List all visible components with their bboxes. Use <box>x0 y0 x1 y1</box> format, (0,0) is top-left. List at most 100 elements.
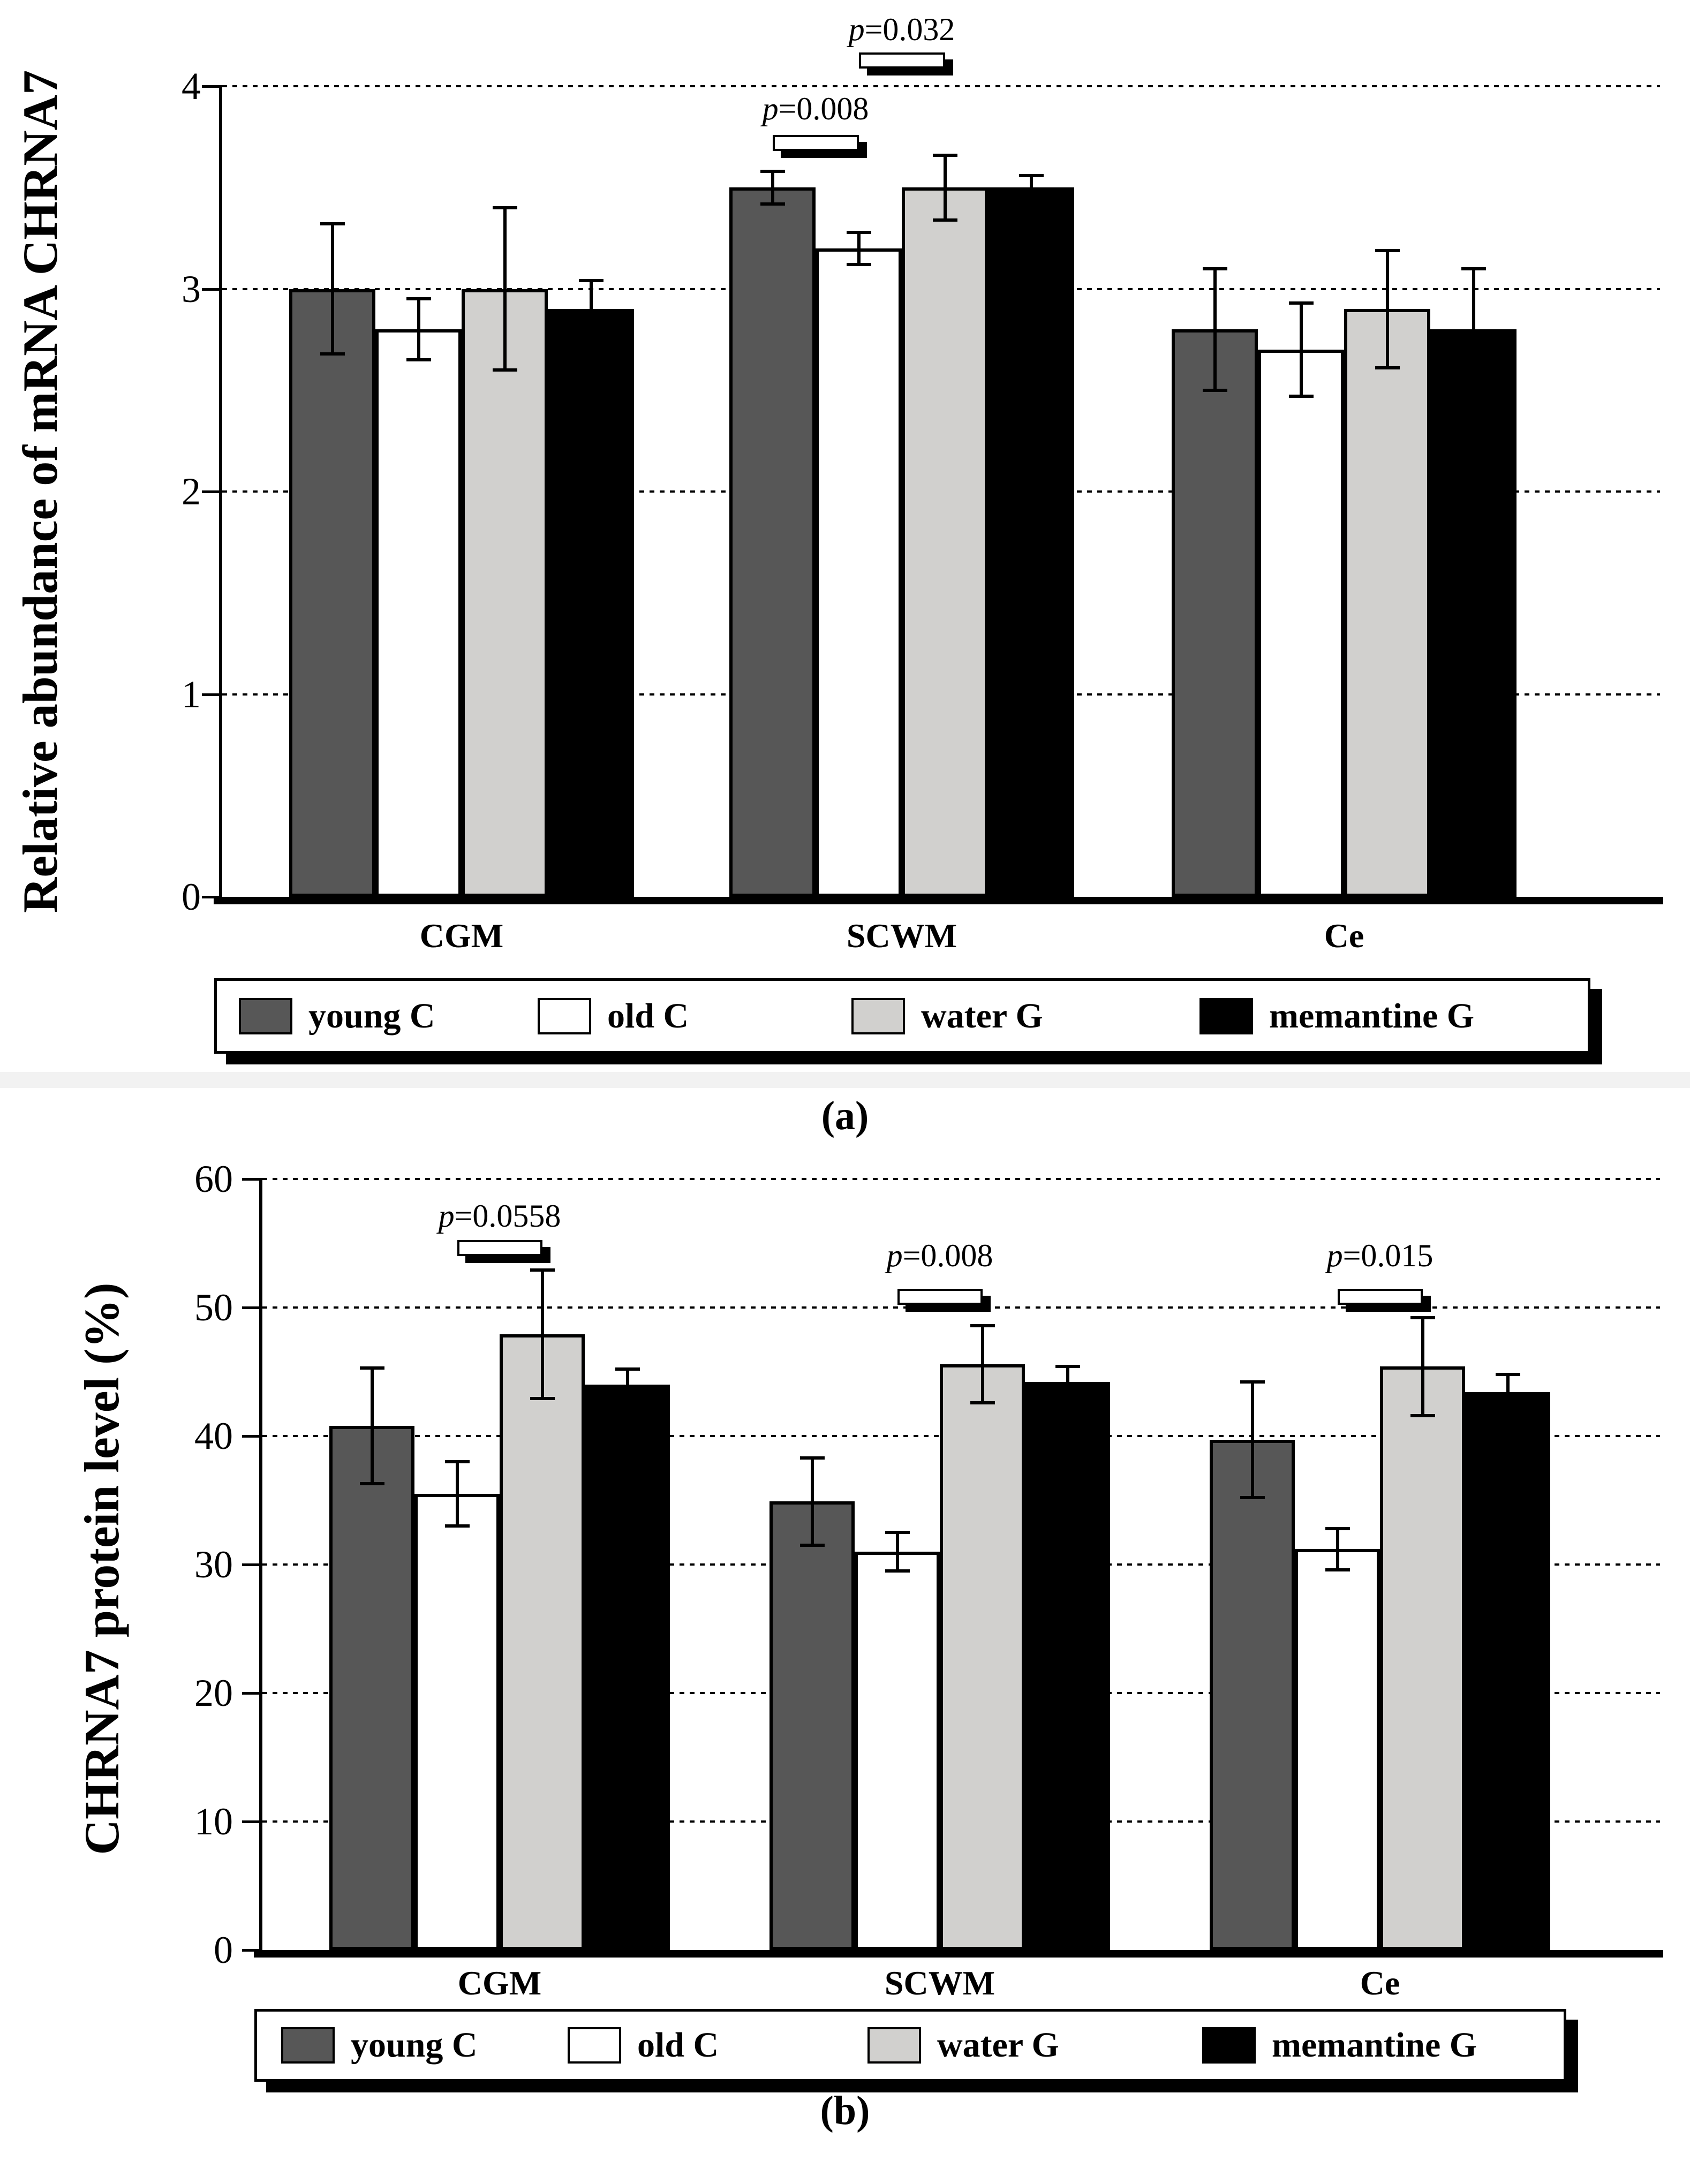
error-bar-memantine-g-cgm <box>625 1369 629 1400</box>
y-tick-label-40: 40 <box>194 1415 233 1457</box>
error-cap-top-memantine-g-cgm <box>578 279 603 283</box>
error-cap-bottom-young-c-scwm <box>760 202 785 206</box>
panel-separator <box>0 1072 1690 1088</box>
y-tick-0 <box>242 1949 262 1952</box>
bar-water-g-ce <box>1380 1366 1465 1950</box>
p-annotation-bracket-p-0-008 <box>897 1289 983 1305</box>
error-cap-bottom-old-c-scwm <box>846 263 871 267</box>
legend-label-young-c: young C <box>308 996 435 1036</box>
bar-memantine-g-scwm <box>988 187 1074 897</box>
error-bar-water-g-ce <box>1385 250 1389 368</box>
legend-swatch-water-g <box>851 997 905 1034</box>
error-bar-memantine-g-ce <box>1506 1374 1510 1410</box>
legend-label-memantine-g: memantine G <box>1269 996 1475 1036</box>
gridline-4 <box>222 85 1660 87</box>
y-tick-3 <box>202 288 222 291</box>
gridline-60 <box>262 1178 1660 1180</box>
error-cap-top-old-c-cgm <box>406 297 431 301</box>
bar-old-c-cgm <box>375 329 462 897</box>
error-bar-old-c-ce <box>1336 1528 1339 1570</box>
y-tick-0 <box>202 896 222 898</box>
x-axis-label-ce: Ce <box>1360 1964 1400 2002</box>
legend-swatch-old-c <box>538 997 591 1034</box>
y-tick-label-10: 10 <box>194 1800 233 1843</box>
error-bar-young-c-scwm <box>810 1457 814 1545</box>
y-tick-20 <box>242 1692 262 1695</box>
bar-young-c-cgm <box>289 289 375 897</box>
error-bar-water-g-scwm <box>980 1325 984 1403</box>
error-cap-top-old-c-scwm <box>885 1531 910 1534</box>
error-cap-bottom-old-c-ce <box>1325 1568 1350 1571</box>
error-cap-bottom-memantine-g-ce <box>1495 1409 1520 1412</box>
error-bar-old-c-cgm <box>417 299 420 360</box>
legend-swatch-memantine-g <box>1202 2027 1256 2064</box>
error-bar-young-c-cgm <box>330 224 334 354</box>
gridline-50 <box>262 1306 1660 1309</box>
y-tick-label-0: 0 <box>214 1929 233 1971</box>
error-cap-top-old-c-ce <box>1288 301 1314 305</box>
error-bar-memantine-g-scwm <box>1029 175 1033 200</box>
p-annotation-label-p-0-015: p=0.015 <box>1326 1238 1434 1273</box>
y-tick-label-50: 50 <box>194 1286 233 1329</box>
error-bar-memantine-g-scwm <box>1066 1366 1069 1397</box>
error-cap-top-water-g-cgm <box>530 1268 555 1272</box>
error-cap-bottom-water-g-ce <box>1375 366 1400 370</box>
y-tick-label-2: 2 <box>182 470 201 513</box>
y-tick-label-0: 0 <box>182 875 201 918</box>
error-cap-top-water-g-ce <box>1410 1316 1435 1320</box>
error-cap-bottom-memantine-g-scwm <box>1055 1396 1080 1399</box>
x-axis-label-scwm: SCWM <box>884 1964 995 2002</box>
legend-label-young-c: young C <box>351 2026 478 2065</box>
y-tick-10 <box>242 1820 262 1823</box>
bar-young-c-cgm <box>329 1425 414 1950</box>
error-cap-bottom-water-g-cgm <box>530 1397 555 1401</box>
error-cap-bottom-young-c-cgm <box>359 1482 384 1485</box>
error-cap-top-young-c-cgm <box>359 1366 384 1370</box>
error-bar-water-g-scwm <box>943 155 947 220</box>
error-cap-bottom-young-c-ce <box>1240 1496 1265 1500</box>
error-bar-memantine-g-ce <box>1472 268 1475 390</box>
y-tick-30 <box>242 1563 262 1566</box>
error-cap-bottom-old-c-cgm <box>444 1524 470 1528</box>
error-cap-top-old-c-scwm <box>846 230 871 234</box>
y-tick-2 <box>202 490 222 493</box>
bar-old-c-cgm <box>414 1494 500 1950</box>
error-cap-bottom-water-g-scwm <box>932 218 957 222</box>
bar-old-c-scwm <box>816 248 902 897</box>
legend-swatch-memantine-g <box>1199 997 1253 1034</box>
p-annotation-bracket-p-0-008 <box>772 135 859 151</box>
y-tick-40 <box>242 1435 262 1438</box>
bar-old-c-scwm <box>855 1552 940 1950</box>
legend-label-water-g: water G <box>921 996 1043 1036</box>
y-tick-50 <box>242 1306 262 1309</box>
error-bar-old-c-ce <box>1299 303 1303 397</box>
p-annotation-bracket-p-0-032 <box>858 52 945 69</box>
error-cap-top-water-g-scwm <box>932 153 957 157</box>
y-tick-label-30: 30 <box>194 1543 233 1586</box>
error-bar-memantine-g-cgm <box>589 281 593 338</box>
bar-water-g-cgm <box>500 1334 585 1950</box>
x-axis-line <box>254 1950 1663 1958</box>
y-tick-label-60: 60 <box>194 1158 233 1200</box>
p-annotation-bracket-p-0-015 <box>1337 1289 1423 1305</box>
y-tick-label-4: 4 <box>182 65 201 108</box>
y-tick-4 <box>202 85 222 88</box>
bar-old-c-ce <box>1258 350 1344 897</box>
error-bar-young-c-scwm <box>771 171 774 204</box>
p-annotation-label-p-0-032: p=0.032 <box>848 12 955 47</box>
legend-swatch-old-c <box>568 2027 621 2064</box>
legend-label-old-c: old C <box>607 996 689 1036</box>
bar-memantine-g-cgm <box>585 1385 670 1950</box>
legend-swatch-young-c <box>281 2027 335 2064</box>
error-cap-bottom-young-c-cgm <box>320 352 345 356</box>
error-cap-top-young-c-cgm <box>320 222 345 226</box>
x-axis-label-cgm: CGM <box>457 1964 542 2002</box>
legend-swatch-water-g <box>867 2027 921 2064</box>
error-cap-top-young-c-scwm <box>799 1456 825 1460</box>
error-cap-bottom-old-c-ce <box>1288 395 1314 398</box>
error-cap-bottom-water-g-scwm <box>970 1401 995 1404</box>
error-bar-water-g-cgm <box>503 208 507 370</box>
error-bar-young-c-ce <box>1213 268 1217 390</box>
